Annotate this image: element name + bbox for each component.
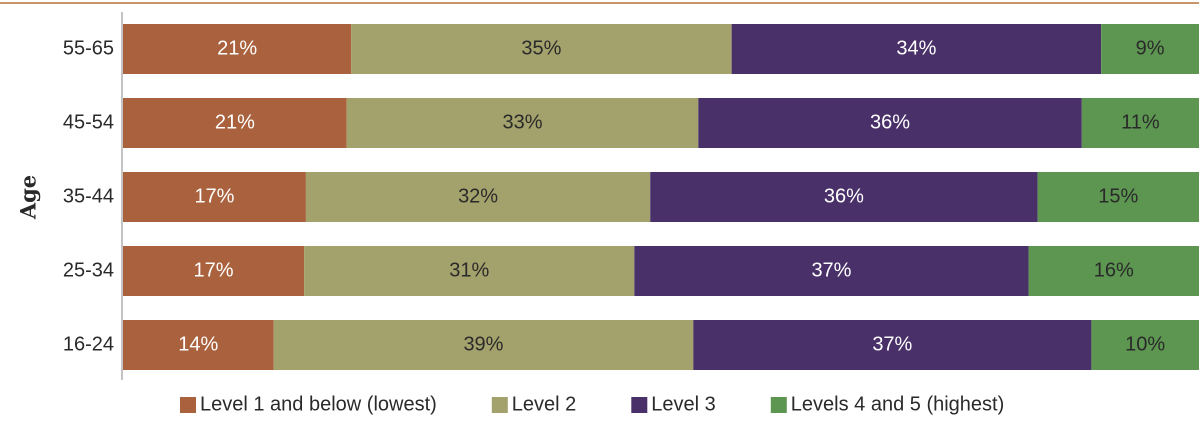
bar-segment [123,24,352,74]
bar-segment [123,98,347,148]
data-label: 15% [1098,185,1138,207]
bar-segment [273,320,694,370]
legend-swatch [491,397,508,413]
bar-segment [123,320,274,370]
data-label: 31% [449,259,489,281]
bar-segment [1037,172,1199,222]
bar-segment [650,172,1038,222]
bar-segment [693,320,1092,370]
bar-segment [1081,98,1199,148]
bar-segment [698,98,1082,148]
y-tick-label: 16-24 [63,333,114,355]
legend-swatch [770,397,787,413]
data-label: 21% [217,37,257,59]
legend-label: Level 1 and below (lowest) [200,393,437,415]
legend-swatch [180,397,196,413]
data-label: 21% [215,111,255,133]
bar-segment [123,172,306,222]
bar-segment [351,24,732,74]
data-label: 33% [502,111,542,133]
bar-segment [731,24,1102,74]
legend-label: Level 2 [512,393,577,415]
data-label: 9% [1136,37,1165,59]
bar-segment [123,246,305,296]
data-label: 16% [1094,259,1134,281]
bar-segment [1091,320,1199,370]
bar-segment [634,246,1029,296]
bar-segment [346,98,699,148]
data-label: 36% [824,185,864,207]
data-label: 14% [178,333,218,355]
data-label: 37% [872,333,912,355]
data-label: 10% [1125,333,1165,355]
legend-swatch [631,397,648,413]
data-label: 35% [521,37,561,59]
y-tick-label: 45-54 [63,111,114,133]
data-label: 34% [896,37,936,59]
data-label: 17% [194,185,234,207]
data-label: 17% [194,259,234,281]
data-label: 36% [870,111,910,133]
data-label: 37% [811,259,851,281]
legend-label: Level 3 [651,393,716,415]
bar-segment [304,246,635,296]
legend-label: Levels 4 and 5 (highest) [791,393,1004,415]
data-label: 39% [463,333,503,355]
y-tick-label: 25-34 [63,259,114,281]
data-label: 11% [1121,111,1160,133]
bar-segment [1101,24,1199,74]
y-axis-title: Age [16,175,41,220]
bar-segment [1028,246,1199,296]
data-label: 32% [458,185,498,207]
y-tick-label: 35-44 [63,185,114,207]
y-tick-label: 55-65 [63,37,114,59]
bar-segment [305,172,651,222]
